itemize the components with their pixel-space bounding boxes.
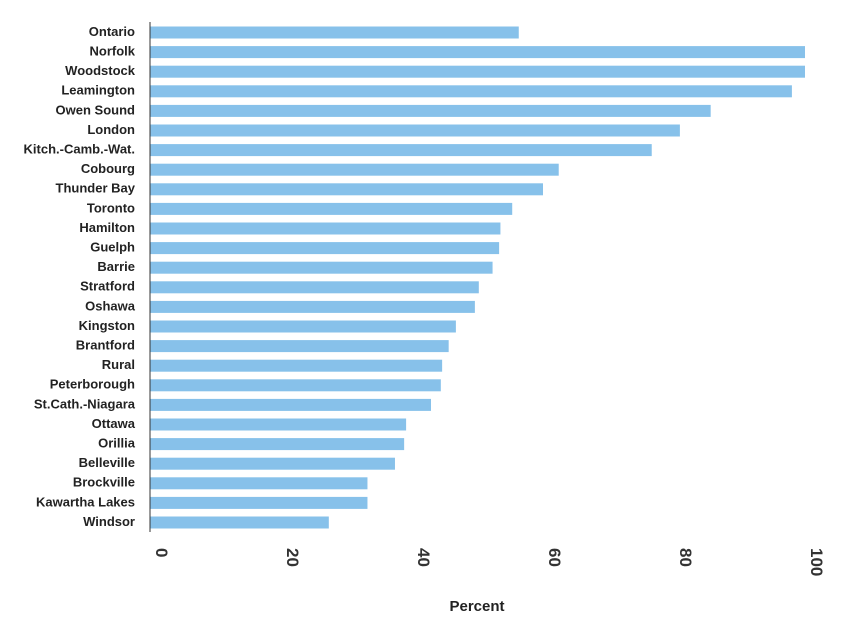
x-tick-label: 80 [676,548,695,567]
x-tick-label: 40 [414,548,433,567]
category-label: Windsor [83,514,135,529]
bar [150,124,680,137]
bar [150,457,395,470]
x-tick-label: 100 [807,548,826,576]
bar [150,496,368,509]
bar [150,183,543,196]
bar [150,261,493,274]
category-label: Kawartha Lakes [36,494,135,509]
category-label: Toronto [87,200,135,215]
bar [150,477,368,490]
category-label: Norfolk [90,44,136,59]
bar [150,202,513,215]
bar [150,340,449,353]
category-label: Guelph [90,240,135,255]
category-label: London [87,122,135,137]
category-label: Peterborough [50,377,135,392]
bar [150,26,519,39]
category-label: Kingston [79,318,135,333]
category-label: Stratford [80,279,135,294]
category-label: Brantford [76,338,135,353]
bar [150,398,431,411]
category-label: Brockville [73,475,135,490]
bar [150,359,443,372]
bar [150,46,805,59]
bar [150,438,405,451]
bar [150,242,500,255]
category-label: Barrie [97,259,135,274]
bar [150,85,792,98]
bar [150,516,329,529]
bar [150,222,501,235]
bar [150,163,559,176]
category-label: Cobourg [81,161,135,176]
x-tick-label: 0 [152,548,171,557]
x-axis-ticks: 0 20 40 60 80 100 [152,548,826,576]
category-label: Hamilton [79,220,135,235]
bar [150,281,479,294]
category-label: Thunder Bay [56,181,136,196]
category-label: Owen Sound [56,102,136,117]
bar [150,144,652,157]
category-label: Orillia [98,436,136,451]
category-label: St.Cath.-Niagara [34,396,136,411]
category-label: Ontario [89,24,135,39]
bar [150,379,441,392]
x-tick-label: 20 [283,548,302,567]
bar [150,104,711,117]
x-axis-title: Percent [449,598,504,615]
bar [150,320,456,333]
bar [150,65,805,78]
category-label: Oshawa [85,298,136,313]
category-label: Ottawa [92,416,136,431]
category-label: Kitch.-Camb.-Wat. [24,142,135,157]
category-label: Leamington [61,83,135,98]
bar [150,418,407,431]
category-labels: Ontario Norfolk Woodstock Leamington Owen So… [24,24,136,529]
bar [150,300,475,313]
category-label: Belleville [79,455,135,470]
bars-group [150,26,805,529]
x-tick-label: 60 [545,548,564,567]
category-label: Woodstock [65,63,136,78]
category-label: Rural [102,357,135,372]
